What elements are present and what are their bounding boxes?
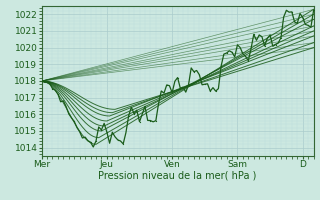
X-axis label: Pression niveau de la mer( hPa ): Pression niveau de la mer( hPa ) <box>99 171 257 181</box>
